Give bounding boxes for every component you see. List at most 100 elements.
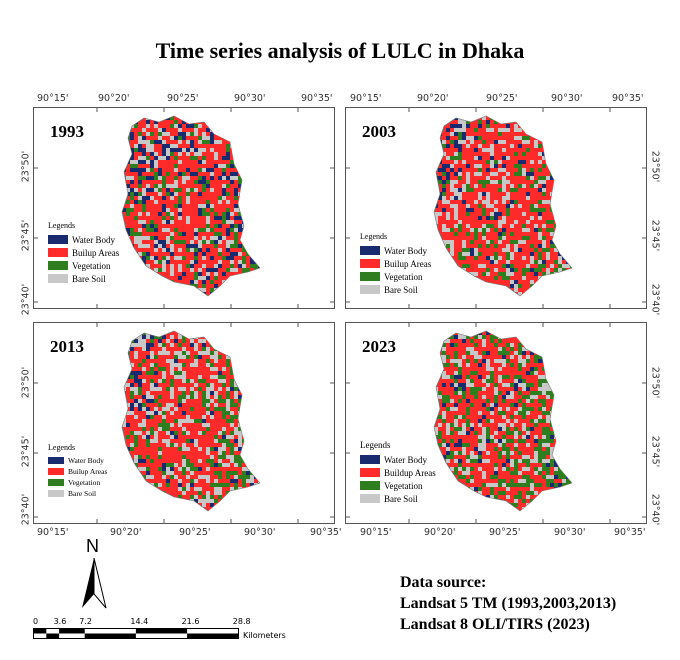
dhaka-boundary xyxy=(121,330,261,512)
data-source-line: Landsat 5 TM (1993,2003,2013) xyxy=(400,595,617,612)
latitude-tick: 23°45' xyxy=(649,435,661,468)
north-arrow: N xyxy=(74,536,114,609)
map-area xyxy=(34,108,334,308)
legend-item: Water Body xyxy=(72,234,116,245)
land-cover-raster xyxy=(434,116,572,296)
vegetation-swatch xyxy=(48,479,64,486)
map-area xyxy=(346,323,646,523)
longitude-tick-bottom: 90°20' xyxy=(110,527,142,538)
land-cover-raster xyxy=(122,331,260,511)
legend-item: Water Body xyxy=(68,456,104,465)
latitude-tick: 23°50' xyxy=(20,150,32,183)
water-swatch xyxy=(48,235,68,244)
latitude-tick: 23°40' xyxy=(20,493,32,526)
scale-tick-label: 21.6 xyxy=(181,617,200,626)
water-swatch xyxy=(48,457,64,464)
latitude-tick: 23°45' xyxy=(20,219,32,252)
legend-item: Vegetation xyxy=(72,260,111,271)
legend-item: Water Body xyxy=(384,245,428,256)
legend-item: Bare Soil xyxy=(68,489,97,498)
latitude-tick: 23°50' xyxy=(649,150,661,183)
legend-item: Bare Soil xyxy=(72,273,106,284)
longitude-tick-top: 90°15' xyxy=(350,93,382,104)
scale-bar-graphic xyxy=(33,628,239,639)
legend-title: Legends xyxy=(360,440,391,450)
longitude-tick-bottom: 90°35' xyxy=(614,527,646,538)
north-arrow-icon xyxy=(82,558,107,609)
longitude-tick-top: 90°35' xyxy=(612,93,644,104)
legend-item: Water Body xyxy=(384,454,428,465)
panel-year: 2013 xyxy=(50,337,84,356)
legend: Legends Water Body Buildup Areas Vegetat… xyxy=(360,440,436,505)
map-panel-2013: 2013 Legends Water Body Builup Areas Veg… xyxy=(33,322,335,524)
bare-soil-swatch xyxy=(48,274,68,283)
legend-item: Builup Areas xyxy=(72,247,120,258)
legend: Legends Water Body Builup Areas Vegetati… xyxy=(48,221,119,285)
map-area xyxy=(346,108,646,308)
legend-item: Builup Areas xyxy=(68,467,108,476)
data-source-heading: Data source: xyxy=(400,574,487,591)
longitude-tick-bottom: 90°25' xyxy=(489,527,521,538)
vegetation-swatch xyxy=(360,272,380,281)
longitude-tick-bottom: 90°20' xyxy=(424,527,456,538)
longitude-tick-bottom: 90°30' xyxy=(244,527,276,538)
longitude-tick-top: 90°25' xyxy=(486,93,518,104)
water-swatch xyxy=(360,455,380,464)
bare-soil-swatch xyxy=(360,494,380,503)
longitude-tick-bottom: 90°35' xyxy=(310,527,342,538)
legend-item: Vegetation xyxy=(68,478,101,487)
map-area xyxy=(34,323,334,523)
longitude-tick-top: 90°20' xyxy=(98,93,130,104)
longitude-tick-top: 90°15' xyxy=(37,93,69,104)
legend-title: Legends xyxy=(48,443,76,452)
latitude-tick: 23°40' xyxy=(20,283,32,316)
legend-title: Legends xyxy=(48,221,76,230)
longitude-tick-top: 90°30' xyxy=(551,93,583,104)
builtup-swatch xyxy=(360,468,380,477)
dhaka-boundary xyxy=(433,115,573,297)
vegetation-swatch xyxy=(48,261,68,270)
bare-soil-swatch xyxy=(360,285,380,294)
north-label: N xyxy=(86,536,99,556)
latitude-tick: 23°50' xyxy=(20,366,32,399)
legend-item: Vegetation xyxy=(384,271,423,282)
latitude-tick: 23°45' xyxy=(649,219,661,252)
latitude-tick: 23°40' xyxy=(649,493,661,526)
scale-tick-label: 7.2 xyxy=(79,617,92,626)
legend-item: Bare Soil xyxy=(384,284,418,295)
legend-title: Legends xyxy=(360,232,388,241)
longitude-tick-bottom: 90°25' xyxy=(179,527,211,538)
legend-item: Buildup Areas xyxy=(384,467,436,478)
builtup-swatch xyxy=(48,248,68,257)
builtup-swatch xyxy=(48,468,64,475)
vegetation-swatch xyxy=(360,481,380,490)
longitude-tick-top: 90°25' xyxy=(167,93,199,104)
longitude-tick-top: 90°35' xyxy=(301,93,333,104)
land-cover-raster xyxy=(122,116,260,296)
bare-soil-swatch xyxy=(48,490,64,497)
panel-year: 2003 xyxy=(362,122,396,141)
longitude-tick-top: 90°30' xyxy=(234,93,266,104)
latitude-tick: 23°40' xyxy=(649,283,661,316)
dhaka-boundary xyxy=(433,330,573,512)
dhaka-boundary xyxy=(121,115,261,297)
legend-item: Vegetation xyxy=(384,480,423,491)
legend: Legends Water Body Builup Areas Vegetati… xyxy=(360,232,431,296)
panel-year: 1993 xyxy=(50,122,84,141)
legend-item: Bare Soil xyxy=(384,493,418,504)
scale-tick-label: 28.8 xyxy=(232,617,251,626)
latitude-tick: 23°50' xyxy=(649,366,661,399)
figure-title: Time series analysis of LULC in Dhaka xyxy=(155,38,525,63)
longitude-tick-bottom: 90°30' xyxy=(554,527,586,538)
scale-tick-label: 3.6 xyxy=(53,617,67,626)
data-source-line: Landsat 8 OLI/TIRS (2023) xyxy=(400,616,590,633)
scale-tick-label: 0 xyxy=(33,617,39,626)
scale-bar: 0 3.6 7.2 14.4 21.6 28.8 Kilometers xyxy=(33,617,293,647)
scale-tick-label: 14.4 xyxy=(130,617,149,626)
map-panel-2003: 2003 Legends Water Body Builup Areas Veg… xyxy=(345,107,647,309)
map-panel-1993: 1993 Legends Water Body Builup Areas Veg… xyxy=(33,107,335,309)
scale-unit: Kilometers xyxy=(243,631,286,640)
longitude-tick-bottom: 90°15' xyxy=(37,527,69,538)
longitude-tick-top: 90°20' xyxy=(417,93,449,104)
water-swatch xyxy=(360,246,380,255)
